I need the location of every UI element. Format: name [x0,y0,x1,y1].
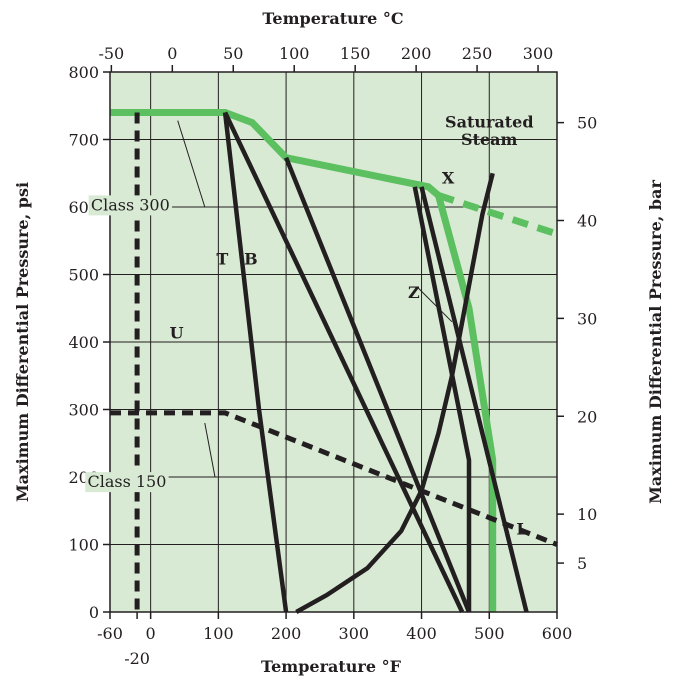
right-tick-label: 10 [577,505,597,524]
series-line-L [419,186,529,613]
annotation-label: B [244,249,258,268]
top-axis-title: Temperature °C [262,9,403,28]
top-tick-label: 200 [401,44,432,63]
series-line-U [222,112,289,613]
x-tick-label: 400 [406,624,437,643]
top-tick-label: -50 [98,44,124,63]
right-tick-label: 40 [577,212,597,231]
y-tick-label: 100 [68,536,99,555]
y-tick-label: 300 [68,401,99,420]
y-tick-label: 0 [89,603,99,622]
y-tick-label: 700 [68,131,99,150]
x-tick-label: 500 [474,624,505,643]
top-tick-label: 0 [167,44,177,63]
x-tick-label: 600 [542,624,573,643]
annotation-label: T [216,249,228,268]
top-tick-label: 250 [462,44,493,63]
left-axis-title: Maximum Differential Pressure, psi [13,182,32,502]
annotation-label: Z [408,283,420,302]
x-extra-tick-label: -20 [124,649,150,668]
right-tick-label: 50 [577,114,597,133]
series-line-B [284,156,472,613]
series-line-X [412,186,472,612]
series-line-class300_ext [437,192,559,238]
ticks-layer: -60 0 100 200 300 400 500 600-20010020030040050… [68,44,597,668]
x-tick-label: 200 [271,624,302,643]
leader-line [204,422,216,478]
series-line-class300 [110,109,497,612]
annotation-label: L [516,519,527,538]
x-tick-label: 0 [146,624,156,643]
series-line-steam [295,172,495,614]
top-tick-label: 100 [279,44,310,63]
right-tick-label: 5 [577,554,587,573]
leader-line [417,287,453,323]
top-tick-label: 150 [340,44,371,63]
annotation-label: Saturated [445,112,534,131]
annotation-label: Class 300 [91,195,170,214]
x-tick-label: 100 [203,624,234,643]
y-tick-label: 500 [68,266,99,285]
y-tick-label: 800 [68,63,99,82]
leader-line [177,120,206,208]
x-tick-label: 300 [339,624,370,643]
series-line-T [223,111,465,613]
annotation-backdrop [85,472,169,493]
annotation-label: U [170,324,184,343]
bottom-axis-title: Temperature °F [261,657,402,676]
y-tick-label: 400 [68,333,99,352]
right-axis-title: Maximum Differential Pressure, bar [646,180,665,504]
annotation-label: Class 150 [87,472,166,491]
series-line-class150 [110,410,558,547]
top-tick-label: 300 [523,44,554,63]
right-tick-label: 30 [577,309,597,328]
right-tick-label: 20 [577,407,597,426]
x-tick-label: -60 [97,624,123,643]
annotation-label: X [442,168,455,187]
series-layer [110,109,559,614]
annotation-label: Steam [461,130,517,149]
top-tick-label: 50 [223,44,243,63]
annotation-backdrop [88,195,173,216]
